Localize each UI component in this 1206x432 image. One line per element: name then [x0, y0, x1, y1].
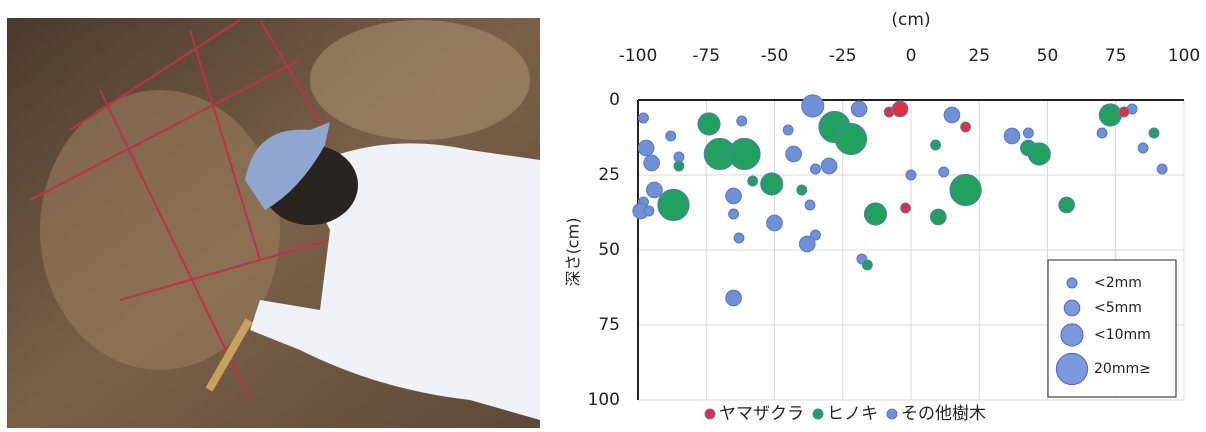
bubble — [1119, 107, 1129, 117]
bubble — [892, 101, 908, 117]
bubble — [901, 203, 911, 213]
photo — [7, 18, 540, 428]
x-axis-title: (cm) — [891, 10, 930, 30]
legend-label: ヤマザクラ — [719, 404, 804, 424]
bubble — [851, 101, 867, 117]
bubble — [729, 138, 760, 169]
y-tick-label: 0 — [609, 90, 620, 110]
bubble — [931, 140, 941, 150]
x-tick-label: -50 — [761, 46, 789, 66]
x-tick-label: 75 — [1105, 46, 1127, 66]
y-tick-label: 100 — [588, 390, 620, 410]
bubble — [647, 182, 663, 198]
bubble — [1028, 143, 1050, 165]
size-legend-label: <2mm — [1094, 275, 1142, 291]
x-tick-label: 100 — [1168, 46, 1200, 66]
size-legend-marker — [1056, 353, 1087, 384]
page: (cm) 深さ(cm) -100 -75 -50 -25 0 25 50 75 100 0 25 50… — [0, 0, 1206, 428]
bubble — [1157, 164, 1167, 174]
bubble — [1099, 104, 1121, 126]
bubble — [864, 203, 886, 225]
bubble — [674, 152, 684, 162]
bubble — [1059, 197, 1075, 213]
bubble — [906, 170, 916, 180]
soil-patch — [310, 20, 530, 140]
legend-label: ヒノキ — [827, 404, 878, 424]
bubble — [698, 113, 720, 135]
bubble — [737, 116, 747, 126]
bubble — [821, 158, 837, 174]
size-legend-label: 20mm≥ — [1094, 361, 1151, 377]
legend-marker — [705, 409, 715, 419]
bubble — [767, 215, 783, 231]
bubble — [726, 290, 742, 306]
bubble — [1138, 143, 1148, 153]
size-legend-label: <5mm — [1094, 300, 1142, 316]
size-legend-marker — [1064, 300, 1080, 316]
bubble — [944, 107, 960, 123]
y-axis-title: 深さ(cm) — [564, 218, 583, 287]
bubble — [799, 236, 815, 252]
bubble — [939, 167, 949, 177]
bubble — [797, 185, 807, 195]
bubble — [644, 206, 654, 216]
bubble — [729, 209, 739, 219]
bubble — [761, 173, 783, 195]
legend-marker — [887, 409, 897, 419]
bubble — [805, 200, 815, 210]
y-tick-label: 75 — [598, 315, 620, 335]
x-tick-label: -25 — [829, 46, 857, 66]
bubble — [639, 113, 649, 123]
size-legend-marker — [1061, 324, 1083, 346]
bubble — [1004, 128, 1020, 144]
x-tick-label: 50 — [1037, 46, 1059, 66]
bubble — [644, 155, 660, 171]
bubble — [726, 188, 742, 204]
size-legend-marker — [1067, 278, 1077, 288]
x-tick-label: 25 — [968, 46, 990, 66]
bubble — [666, 131, 676, 141]
bubble — [734, 233, 744, 243]
bubble — [950, 174, 981, 205]
x-tick-label: -100 — [619, 46, 658, 66]
bubble — [930, 209, 946, 225]
bubble — [811, 164, 821, 174]
bubble — [658, 189, 689, 220]
y-tick-label: 25 — [598, 165, 620, 185]
x-tick-label: 0 — [906, 46, 917, 66]
y-tick-label: 50 — [598, 240, 620, 260]
bubble — [638, 140, 654, 156]
bubble — [1149, 128, 1159, 138]
bubble — [786, 146, 802, 162]
bubble — [674, 161, 684, 171]
bubble — [1097, 128, 1107, 138]
bubble — [961, 122, 971, 132]
legend-marker — [813, 409, 823, 419]
size-legend-label: <10mm — [1094, 327, 1151, 343]
bubble — [1023, 128, 1033, 138]
bubble — [835, 123, 866, 154]
bubble — [862, 260, 872, 270]
x-tick-label: -75 — [692, 46, 720, 66]
bubble — [802, 95, 824, 117]
bubble — [748, 176, 758, 186]
legend-label: その他樹木 — [901, 404, 986, 424]
bubble — [783, 125, 793, 135]
